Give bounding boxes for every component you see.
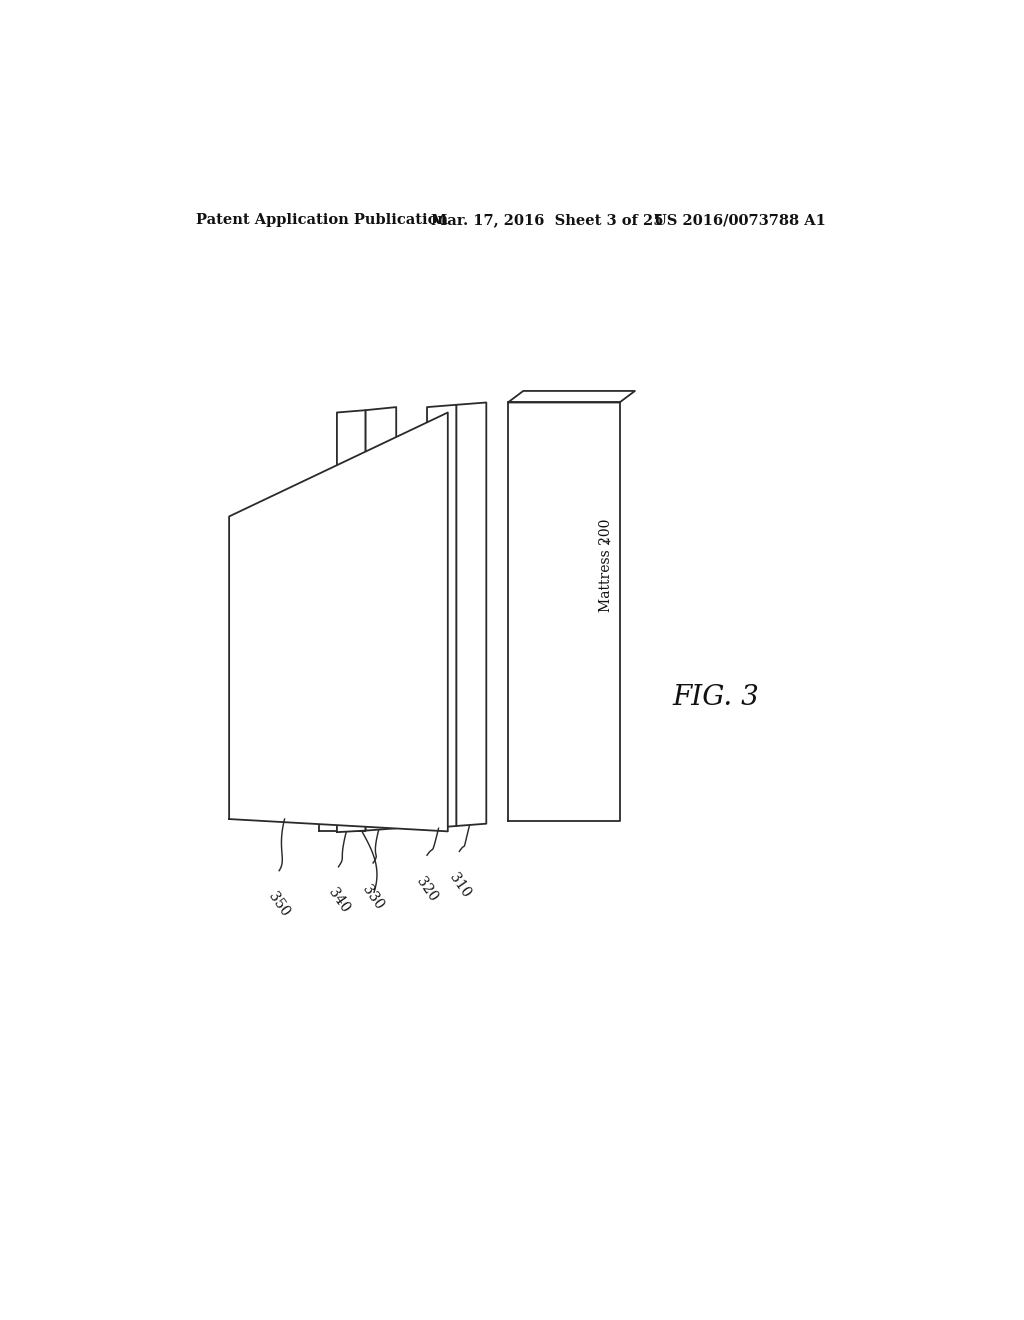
Text: US 2016/0073788 A1: US 2016/0073788 A1 <box>654 213 826 227</box>
Polygon shape <box>508 403 620 821</box>
Polygon shape <box>457 403 486 826</box>
Text: 350: 350 <box>266 890 293 920</box>
Text: FIG. 3: FIG. 3 <box>673 684 759 711</box>
Text: Patent Application Publication: Patent Application Publication <box>196 213 449 227</box>
Text: 320: 320 <box>414 875 440 904</box>
Text: 330: 330 <box>359 882 386 912</box>
Text: Mar. 17, 2016  Sheet 3 of 25: Mar. 17, 2016 Sheet 3 of 25 <box>431 213 664 227</box>
Polygon shape <box>427 405 457 829</box>
Polygon shape <box>337 411 366 832</box>
Text: 310: 310 <box>446 871 473 900</box>
Polygon shape <box>319 754 366 830</box>
Polygon shape <box>508 391 635 403</box>
Polygon shape <box>229 412 447 832</box>
Text: Mattress 200: Mattress 200 <box>599 519 612 612</box>
Polygon shape <box>366 407 396 830</box>
Text: 340: 340 <box>326 886 352 916</box>
